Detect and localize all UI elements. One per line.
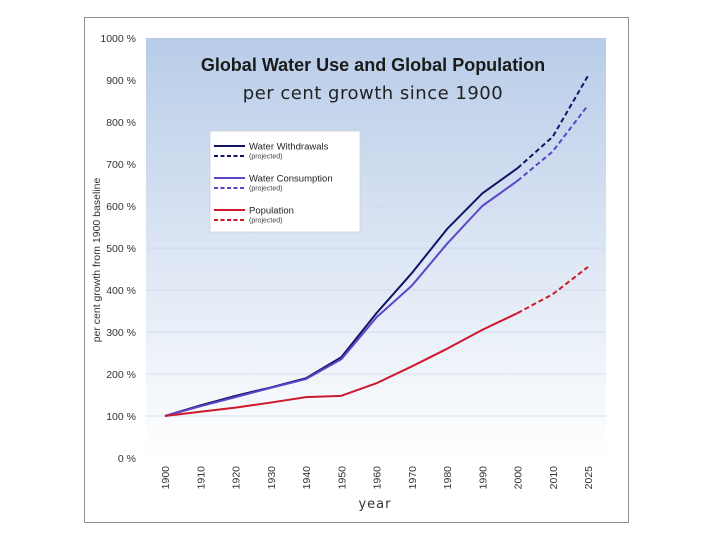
x-tick-label: 2025 [583, 466, 595, 490]
y-tick-label: 100 % [106, 411, 136, 423]
legend-label-water-consumption: Water Consumption [249, 174, 333, 185]
legend-label-projected-population: (projected) [249, 218, 282, 225]
series-layer [164, 75, 589, 417]
x-axis-label: year [358, 497, 391, 512]
legend-label-projected-water-withdrawals: (projected) [249, 154, 282, 161]
legend-label-projected-water-consumption: (projected) [249, 186, 282, 193]
x-tick-label: 1910 [195, 466, 207, 490]
x-tick-label: 1940 [301, 466, 313, 490]
series-line-population [164, 312, 518, 417]
series-projected-line-water-consumption [516, 104, 589, 182]
y-tick-label: 900 % [106, 75, 136, 87]
x-tick-label: 1980 [442, 466, 454, 490]
y-tick-label: 400 % [106, 285, 136, 297]
chart-title: Global Water Use and Global Population [201, 55, 545, 75]
x-tick-label: 1990 [477, 466, 489, 490]
legend-box [209, 130, 361, 233]
series-line-water-withdrawals [164, 167, 519, 417]
y-tick-label: 800 % [106, 117, 136, 129]
x-tick-label: 1920 [231, 466, 243, 490]
y-tick-label: 300 % [106, 327, 136, 339]
y-tick-label: 500 % [106, 243, 136, 255]
y-tick-label: 600 % [106, 201, 136, 213]
legend-label-population: Population [249, 206, 294, 217]
x-tick-label: 2010 [548, 466, 560, 490]
y-axis-label: per cent growth from 1900 baseline [91, 178, 103, 343]
y-tick-label: 0 % [118, 453, 136, 465]
y-tick-label: 200 % [106, 369, 136, 381]
chart-subtitle: per cent growth since 1900 [243, 83, 503, 104]
y-tick-label: 700 % [106, 159, 136, 171]
x-tick-label: 1960 [372, 466, 384, 490]
x-tick-label: 2000 [513, 466, 525, 490]
x-tick-label: 1950 [336, 466, 348, 490]
x-tick-label: 1930 [266, 466, 278, 490]
x-tick-label: 1900 [160, 466, 172, 490]
legend: Water Withdrawals(projected)Water Consum… [209, 130, 361, 233]
x-axis-ticks: 1900 1910 1920 1930 1940 1950 1960 1970 1980 1990… [160, 466, 595, 490]
legend-label-water-withdrawals: Water Withdrawals [249, 142, 329, 153]
y-tick-label: 1000 % [100, 33, 136, 45]
y-axis-ticks: 0 % 100 % 200 % 300 % 400 % 500 % 600 % 700 % 80… [100, 33, 136, 465]
series-line-water-consumption [164, 179, 519, 417]
x-tick-label: 1970 [407, 466, 419, 490]
